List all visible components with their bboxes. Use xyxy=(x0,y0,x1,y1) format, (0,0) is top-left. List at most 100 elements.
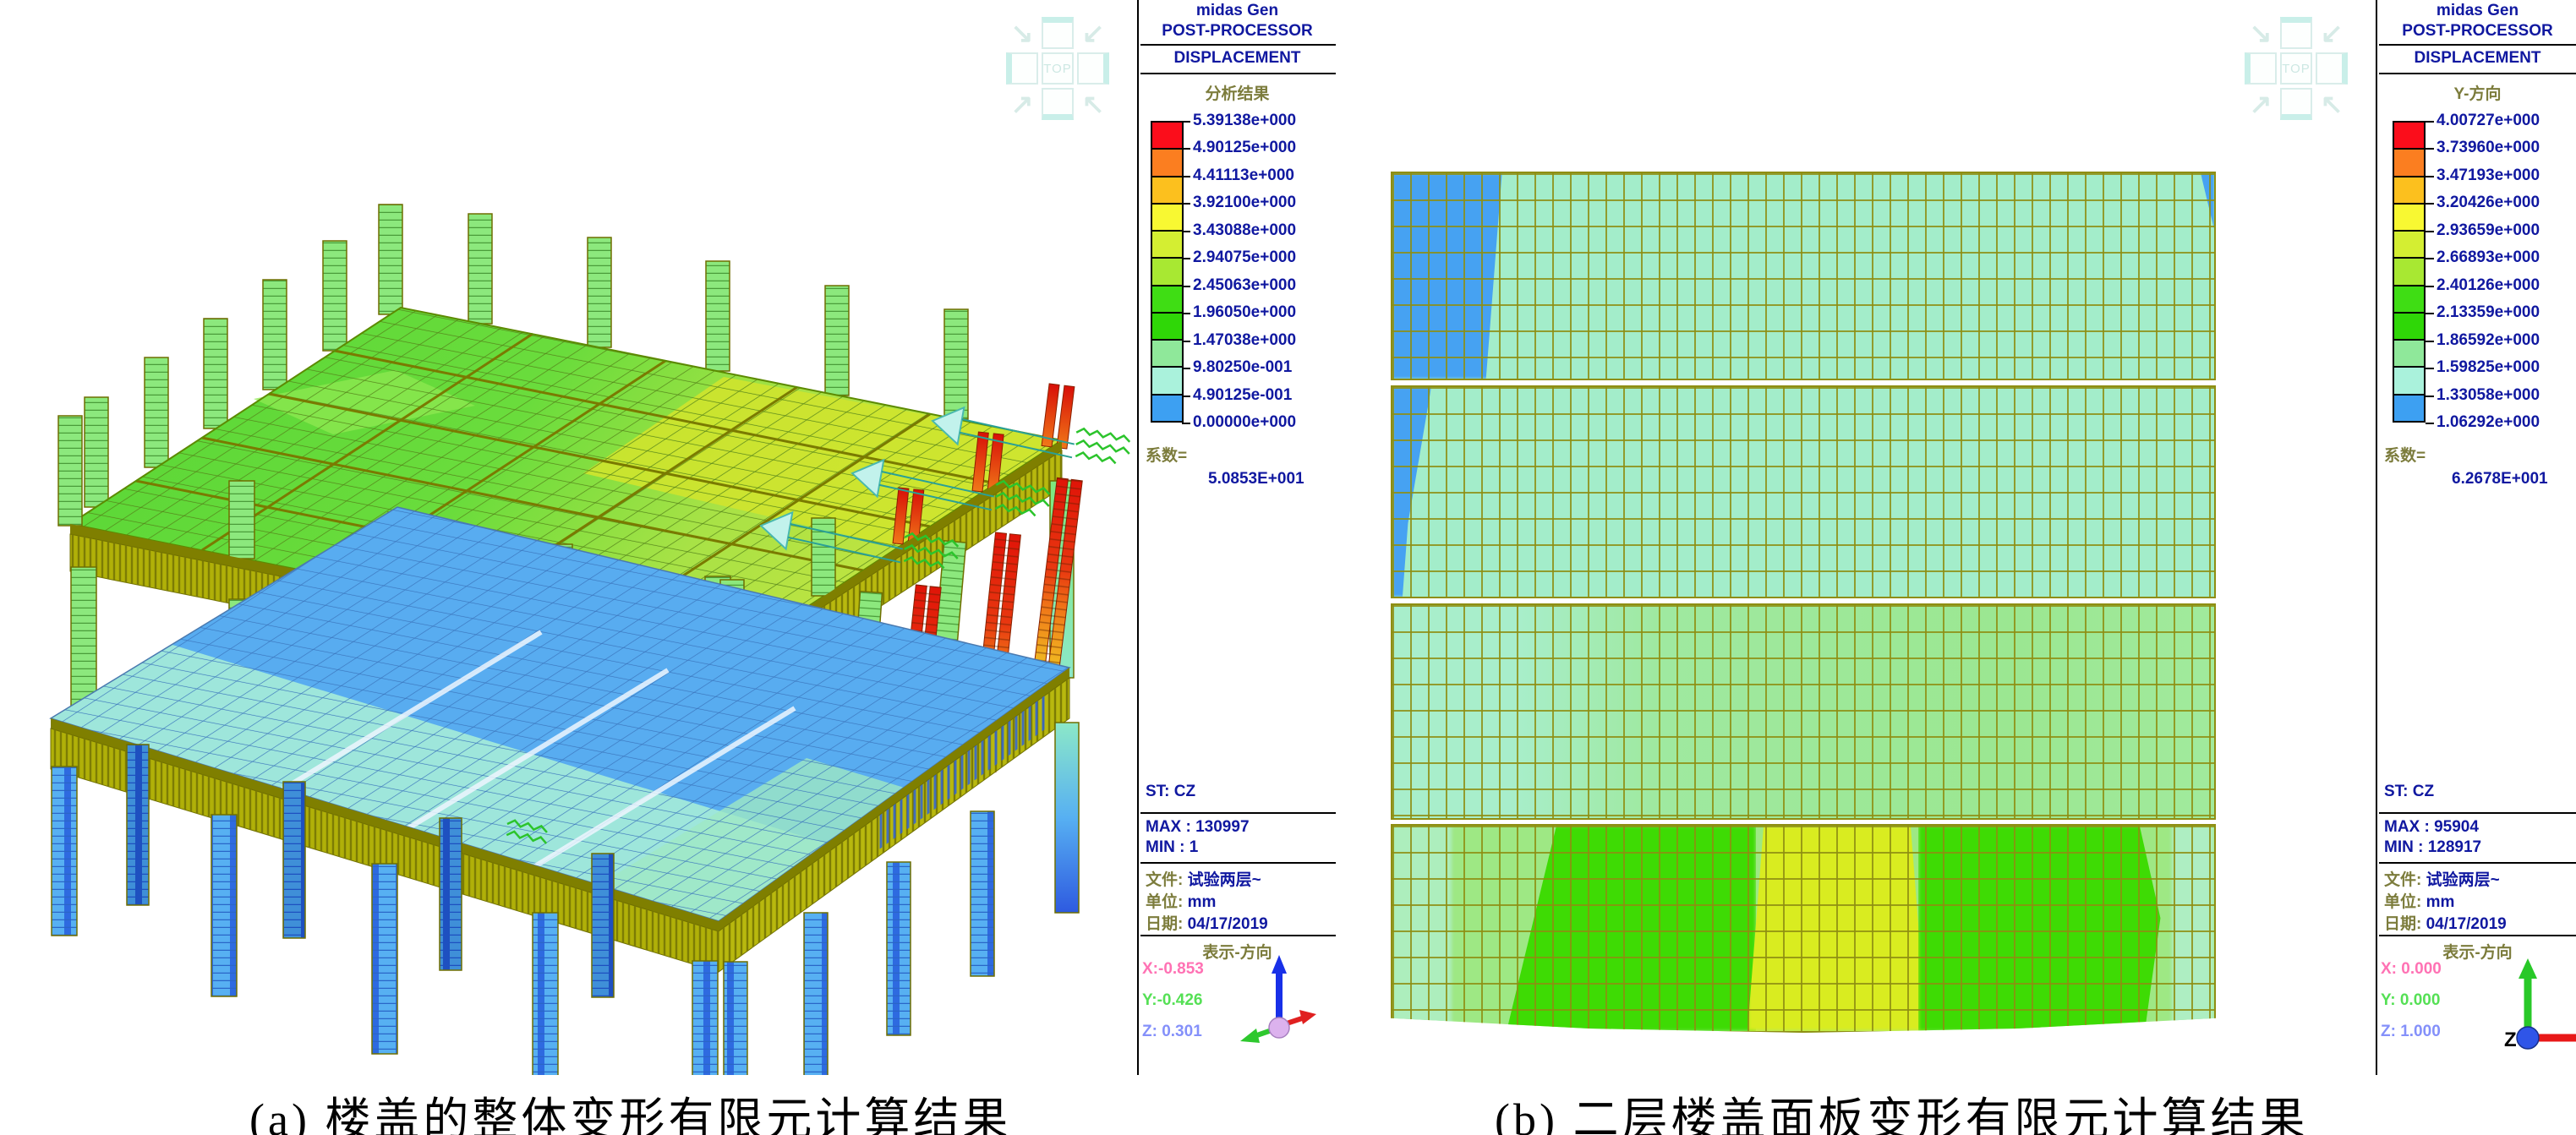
load-case: ST: CZ xyxy=(2384,783,2435,800)
component-label: Y-方向 xyxy=(2453,85,2502,103)
color-band xyxy=(1152,284,1182,312)
color-band xyxy=(1152,148,1182,176)
rotate-up-right-icon[interactable]: ↗ xyxy=(2249,89,2272,119)
date-label: 日期: xyxy=(2384,915,2422,933)
rotate-down-left-icon[interactable]: ↙ xyxy=(2320,18,2344,48)
scale-value: 0.00000e+000 xyxy=(1181,413,1297,431)
view-bottom-edge-button[interactable] xyxy=(2280,88,2312,120)
view-top-button[interactable]: TOP xyxy=(1042,52,1074,85)
view-right-edge-button[interactable] xyxy=(2316,52,2348,85)
color-band xyxy=(2394,202,2424,231)
app-title: midas Gen xyxy=(1195,2,1279,19)
file-label: 文件: xyxy=(2384,871,2422,889)
fe-mesh-overlay xyxy=(1392,173,2214,379)
min-node: MIN : 128917 xyxy=(2384,838,2482,856)
load-arrows xyxy=(506,406,1131,844)
rotate-down-left-icon[interactable]: ↙ xyxy=(1081,18,1105,48)
unit-label: 单位: xyxy=(2384,893,2422,911)
legend-panel-right: midas Gen POST-PROCESSOR DISPLACEMENT Y-… xyxy=(2376,0,2576,1075)
color-band xyxy=(2394,257,2424,285)
unit-value: mm xyxy=(2426,893,2455,911)
file-line: 文件: 试验两层~ xyxy=(2384,867,2500,890)
upper-back-columns xyxy=(84,204,969,508)
color-band xyxy=(2394,339,2424,367)
scale-value: 2.40126e+000 xyxy=(2425,276,2540,294)
floor-edge-beams xyxy=(50,668,1070,973)
color-band xyxy=(2394,123,2424,149)
model-3d-viewport[interactable] xyxy=(0,0,1137,1091)
slab-strip-1 xyxy=(1391,172,2216,380)
plan-view-viewport[interactable] xyxy=(1353,0,2371,1075)
view-left-edge-button[interactable] xyxy=(1006,52,1038,85)
caption-a: (a) 楼盖的整体变形有限元计算结果 xyxy=(249,1094,1012,1135)
scale-value: 1.96050e+000 xyxy=(1181,303,1297,321)
axis-triad-iso xyxy=(1240,955,1316,1043)
unit-line: 单位: mm xyxy=(2384,889,2454,912)
scale-value: 1.33058e+000 xyxy=(2425,386,2540,404)
scale-value: 2.13359e+000 xyxy=(2425,303,2540,321)
divider xyxy=(2379,812,2576,814)
scale-value: 4.90125e+000 xyxy=(1181,139,1297,156)
max-node: MAX : 95904 xyxy=(2384,818,2479,836)
view-direction-x: X: 0.000 xyxy=(2381,960,2442,978)
divider xyxy=(2379,44,2576,46)
rotate-up-left-icon[interactable]: ↖ xyxy=(2320,89,2344,119)
view-left-edge-button[interactable] xyxy=(2245,52,2277,85)
min-node: MIN : 1 xyxy=(1146,838,1199,856)
color-band xyxy=(1152,311,1182,340)
divider xyxy=(1140,44,1336,46)
unit-line: 单位: mm xyxy=(1146,889,1216,912)
load-case: ST: CZ xyxy=(1146,783,1196,800)
contour-color-scale xyxy=(2393,121,2426,423)
divider xyxy=(1140,812,1336,814)
view-direction-x: X:-0.853 xyxy=(1142,960,1204,978)
scale-value: 2.66893e+000 xyxy=(2425,248,2540,266)
rotate-down-right-icon[interactable]: ↘ xyxy=(1010,18,1034,48)
deformed-structure-3d-view xyxy=(49,204,1131,1091)
factor-label: 系数= xyxy=(1146,447,1188,465)
color-band xyxy=(1152,175,1182,203)
slab-strip-2 xyxy=(1391,385,2216,598)
rotate-up-right-icon[interactable]: ↗ xyxy=(1010,89,1034,119)
view-direction-y: Y:-0.426 xyxy=(1142,991,1203,1009)
factor-label: 系数= xyxy=(2384,447,2426,465)
caption-b: (b) 二层楼盖面板变形有限元计算结果 xyxy=(1495,1094,2309,1135)
view-right-edge-button[interactable] xyxy=(1077,52,1109,85)
color-band xyxy=(1152,366,1182,394)
view-orientation-control-right: ↘ ↙ TOP ↗ ↖ xyxy=(2245,17,2351,125)
rotate-down-right-icon[interactable]: ↘ xyxy=(2249,18,2272,48)
divider xyxy=(1140,935,1336,936)
z-axis-glyph: Z xyxy=(2504,1029,2517,1051)
view-direction-z: Z: 0.301 xyxy=(1142,1023,1202,1040)
scale-value: 3.92100e+000 xyxy=(1181,194,1297,211)
max-node: MAX : 130997 xyxy=(1146,818,1250,836)
view-top-edge-button[interactable] xyxy=(1042,17,1074,49)
contour-color-scale xyxy=(1151,121,1184,423)
rotate-up-left-icon[interactable]: ↖ xyxy=(1081,89,1105,119)
color-band xyxy=(2394,393,2424,421)
view-direction-y: Y: 0.000 xyxy=(2381,991,2441,1009)
color-band xyxy=(2394,230,2424,258)
fe-mesh-overlay xyxy=(1392,387,2214,597)
file-line: 文件: 试验两层~ xyxy=(1146,867,1261,890)
result-type: DISPLACEMENT xyxy=(1173,49,1301,67)
scale-value: 2.93659e+000 xyxy=(2425,221,2540,239)
scale-value: 3.47193e+000 xyxy=(2425,166,2540,184)
color-band xyxy=(2394,366,2424,394)
view-top-edge-button[interactable] xyxy=(2280,17,2312,49)
file-value: 试验两层~ xyxy=(2426,871,2500,889)
fe-mesh-overlay xyxy=(1392,605,2214,818)
unit-label: 单位: xyxy=(1146,893,1184,911)
slab-strip-4 xyxy=(1391,824,2216,1033)
app-subtitle: POST-PROCESSOR xyxy=(1162,22,1313,40)
scale-value: 1.06292e+000 xyxy=(2425,413,2540,431)
view-top-button[interactable]: TOP xyxy=(2280,52,2312,85)
divider xyxy=(2379,935,2576,936)
date-line: 日期: 04/17/2019 xyxy=(2384,911,2507,934)
divider xyxy=(1140,73,1336,74)
slab-strip-3 xyxy=(1391,603,2216,820)
scale-value: 4.90125e-001 xyxy=(1181,386,1293,404)
divider xyxy=(2379,73,2576,74)
view-bottom-edge-button[interactable] xyxy=(1042,88,1074,120)
